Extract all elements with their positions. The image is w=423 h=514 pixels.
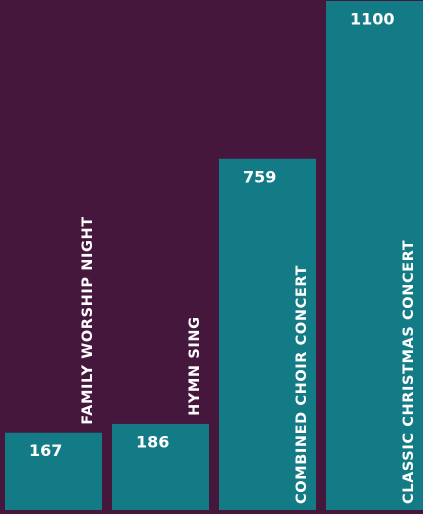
bar (5, 432, 102, 510)
value-label: 759 (243, 167, 276, 186)
category-label: HYMN SING (187, 316, 203, 416)
value-label: 186 (136, 432, 169, 451)
category-label: CLASSIC CHRISTMAS CONCERT (401, 240, 417, 504)
bar (219, 158, 316, 511)
value-label: 1100 (350, 10, 395, 29)
value-label: 167 (29, 441, 62, 460)
category-label: COMBINED CHOIR CONCERT (294, 265, 310, 504)
bar (112, 423, 209, 510)
category-label: FAMILY WORSHIP NIGHT (80, 216, 96, 424)
bar (326, 1, 423, 510)
